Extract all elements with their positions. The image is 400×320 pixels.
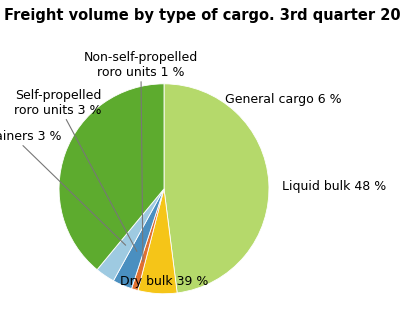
Wedge shape: [114, 189, 164, 289]
Wedge shape: [138, 189, 177, 294]
Text: Non-self-propelled
roro units 1 %: Non-self-propelled roro units 1 %: [84, 51, 198, 261]
Text: Dry bulk 39 %: Dry bulk 39 %: [120, 275, 208, 288]
Text: General cargo 6 %: General cargo 6 %: [225, 93, 342, 106]
Wedge shape: [97, 189, 164, 281]
Text: Self-propelled
roro units 3 %: Self-propelled roro units 3 %: [14, 89, 137, 252]
Text: Freight volume by type of cargo. 3rd quarter 2011. Per cent: Freight volume by type of cargo. 3rd qua…: [4, 8, 400, 23]
Wedge shape: [132, 189, 164, 291]
Text: Liquid bulk 48 %: Liquid bulk 48 %: [282, 180, 386, 193]
Wedge shape: [59, 84, 164, 270]
Text: Containers 3 %: Containers 3 %: [0, 130, 126, 245]
Wedge shape: [164, 84, 269, 293]
